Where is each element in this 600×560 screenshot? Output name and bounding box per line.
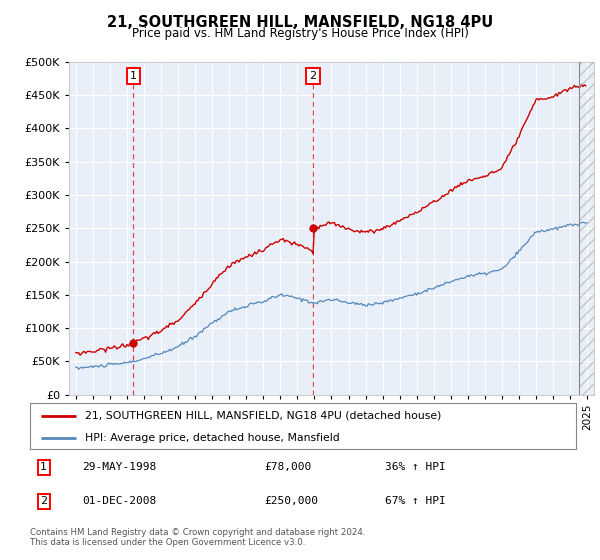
Text: Price paid vs. HM Land Registry's House Price Index (HPI): Price paid vs. HM Land Registry's House … <box>131 27 469 40</box>
Text: 21, SOUTHGREEN HILL, MANSFIELD, NG18 4PU: 21, SOUTHGREEN HILL, MANSFIELD, NG18 4PU <box>107 15 493 30</box>
Text: 1: 1 <box>40 462 47 472</box>
Text: 36% ↑ HPI: 36% ↑ HPI <box>385 462 446 472</box>
Text: Contains HM Land Registry data © Crown copyright and database right 2024.
This d: Contains HM Land Registry data © Crown c… <box>30 528 365 547</box>
Text: HPI: Average price, detached house, Mansfield: HPI: Average price, detached house, Mans… <box>85 433 340 443</box>
Text: 29-MAY-1998: 29-MAY-1998 <box>82 462 156 472</box>
Text: 2: 2 <box>40 497 47 506</box>
Text: 1: 1 <box>130 71 137 81</box>
Text: £78,000: £78,000 <box>265 462 312 472</box>
Bar <box>578 62 594 395</box>
Bar <box>578 62 594 395</box>
Text: 21, SOUTHGREEN HILL, MANSFIELD, NG18 4PU (detached house): 21, SOUTHGREEN HILL, MANSFIELD, NG18 4PU… <box>85 410 441 421</box>
Text: 01-DEC-2008: 01-DEC-2008 <box>82 497 156 506</box>
Text: 67% ↑ HPI: 67% ↑ HPI <box>385 497 446 506</box>
Text: 2: 2 <box>310 71 317 81</box>
Text: £250,000: £250,000 <box>265 497 319 506</box>
